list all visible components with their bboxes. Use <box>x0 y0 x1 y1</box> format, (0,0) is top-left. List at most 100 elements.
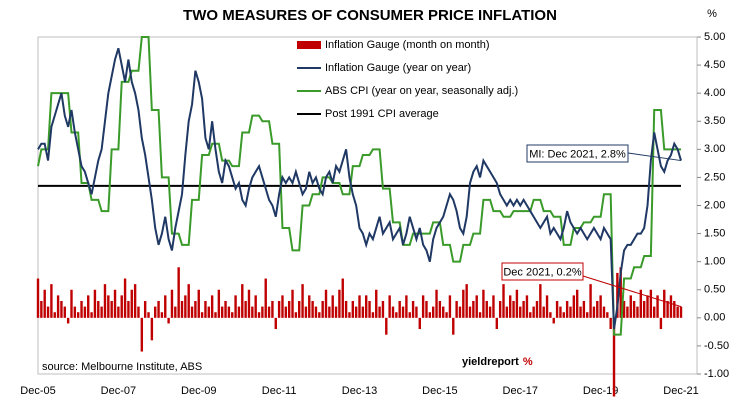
bar <box>294 312 298 318</box>
bar <box>452 317 455 335</box>
bar <box>579 306 582 318</box>
bar <box>602 306 606 318</box>
bar <box>46 306 50 318</box>
bar <box>649 289 653 318</box>
bar <box>123 278 127 318</box>
x-tick-label: Dec-09 <box>181 385 216 397</box>
bar <box>271 300 274 318</box>
bar <box>368 300 371 318</box>
y-tick-label: 0.00 <box>704 312 725 324</box>
legend-label: Inflation Gauge (year on year) <box>325 62 471 74</box>
bar <box>160 312 164 318</box>
annotation-text: MI: Dec 2021, 2.8% <box>529 148 626 160</box>
x-tick-label: Dec-05 <box>20 385 55 397</box>
bar <box>251 306 254 318</box>
x-tick-label: Dec-13 <box>342 385 377 397</box>
bar <box>120 295 123 318</box>
bar <box>552 317 555 324</box>
bar <box>653 306 656 318</box>
bar <box>371 312 375 318</box>
y-tick-label: 3.50 <box>704 115 725 127</box>
bar <box>254 295 257 318</box>
bar <box>626 306 629 318</box>
bar <box>97 300 100 318</box>
bar <box>154 306 157 318</box>
bar <box>435 289 438 318</box>
legend-label: Post 1991 CPI average <box>325 108 439 120</box>
y-tick-label: 0.50 <box>704 284 725 296</box>
bar <box>472 300 475 318</box>
bar <box>143 300 147 318</box>
bar <box>80 300 83 318</box>
bar <box>405 295 408 318</box>
bar <box>301 284 304 318</box>
y-tick-label: 3.00 <box>704 143 725 155</box>
bar <box>401 306 405 318</box>
bar <box>328 306 331 318</box>
y-axis-unit: % <box>707 8 717 20</box>
bar <box>180 300 184 318</box>
bar <box>87 295 90 318</box>
bar <box>498 300 502 318</box>
bar <box>277 300 281 318</box>
bar <box>197 289 200 318</box>
bar <box>231 312 234 318</box>
bar <box>555 300 559 318</box>
bar <box>311 300 314 318</box>
bar <box>592 306 596 318</box>
bar <box>391 306 395 318</box>
bar <box>415 306 418 318</box>
bar <box>559 306 562 318</box>
bar <box>241 284 244 318</box>
bar <box>612 317 616 397</box>
bar <box>147 312 150 318</box>
bar <box>609 317 612 330</box>
bar <box>676 306 679 318</box>
bar <box>663 289 666 318</box>
bar <box>60 300 63 318</box>
bar <box>214 312 217 318</box>
bar <box>425 300 428 318</box>
y-tick-label: 1.00 <box>704 256 725 268</box>
bar <box>636 306 639 318</box>
legend-label: ABS CPI (year on year, seasonally adj.) <box>325 85 518 97</box>
legend-label: Inflation Gauge (month on month) <box>325 39 489 51</box>
bar <box>475 295 478 318</box>
bar <box>127 300 130 318</box>
bar <box>582 300 586 318</box>
bar <box>515 289 519 318</box>
bar <box>264 278 267 318</box>
bar <box>331 295 334 318</box>
bar <box>639 289 643 318</box>
bar <box>190 306 194 318</box>
bar <box>237 306 241 318</box>
bar <box>334 306 338 318</box>
bar <box>468 306 472 318</box>
bar <box>287 300 291 318</box>
bar <box>642 300 646 318</box>
bar <box>177 267 180 318</box>
bar <box>632 300 636 318</box>
bar <box>361 306 365 318</box>
bar <box>465 284 468 318</box>
bar <box>364 295 368 318</box>
x-tick-label: Dec-19 <box>583 385 618 397</box>
bar <box>458 306 462 318</box>
bar <box>575 289 579 318</box>
bar <box>63 306 66 318</box>
bar <box>187 284 190 318</box>
bar <box>599 295 602 318</box>
logo-text: yieldreport <box>462 356 519 368</box>
bar <box>431 306 435 318</box>
bar <box>70 289 73 318</box>
bar <box>267 306 271 318</box>
bar <box>629 295 632 318</box>
bar <box>532 306 535 318</box>
y-tick-label: 4.50 <box>704 59 725 71</box>
bar <box>673 300 676 318</box>
bar <box>378 306 381 318</box>
bar <box>354 306 358 318</box>
y-tick-label: -1.00 <box>704 368 729 380</box>
bar <box>395 312 398 318</box>
